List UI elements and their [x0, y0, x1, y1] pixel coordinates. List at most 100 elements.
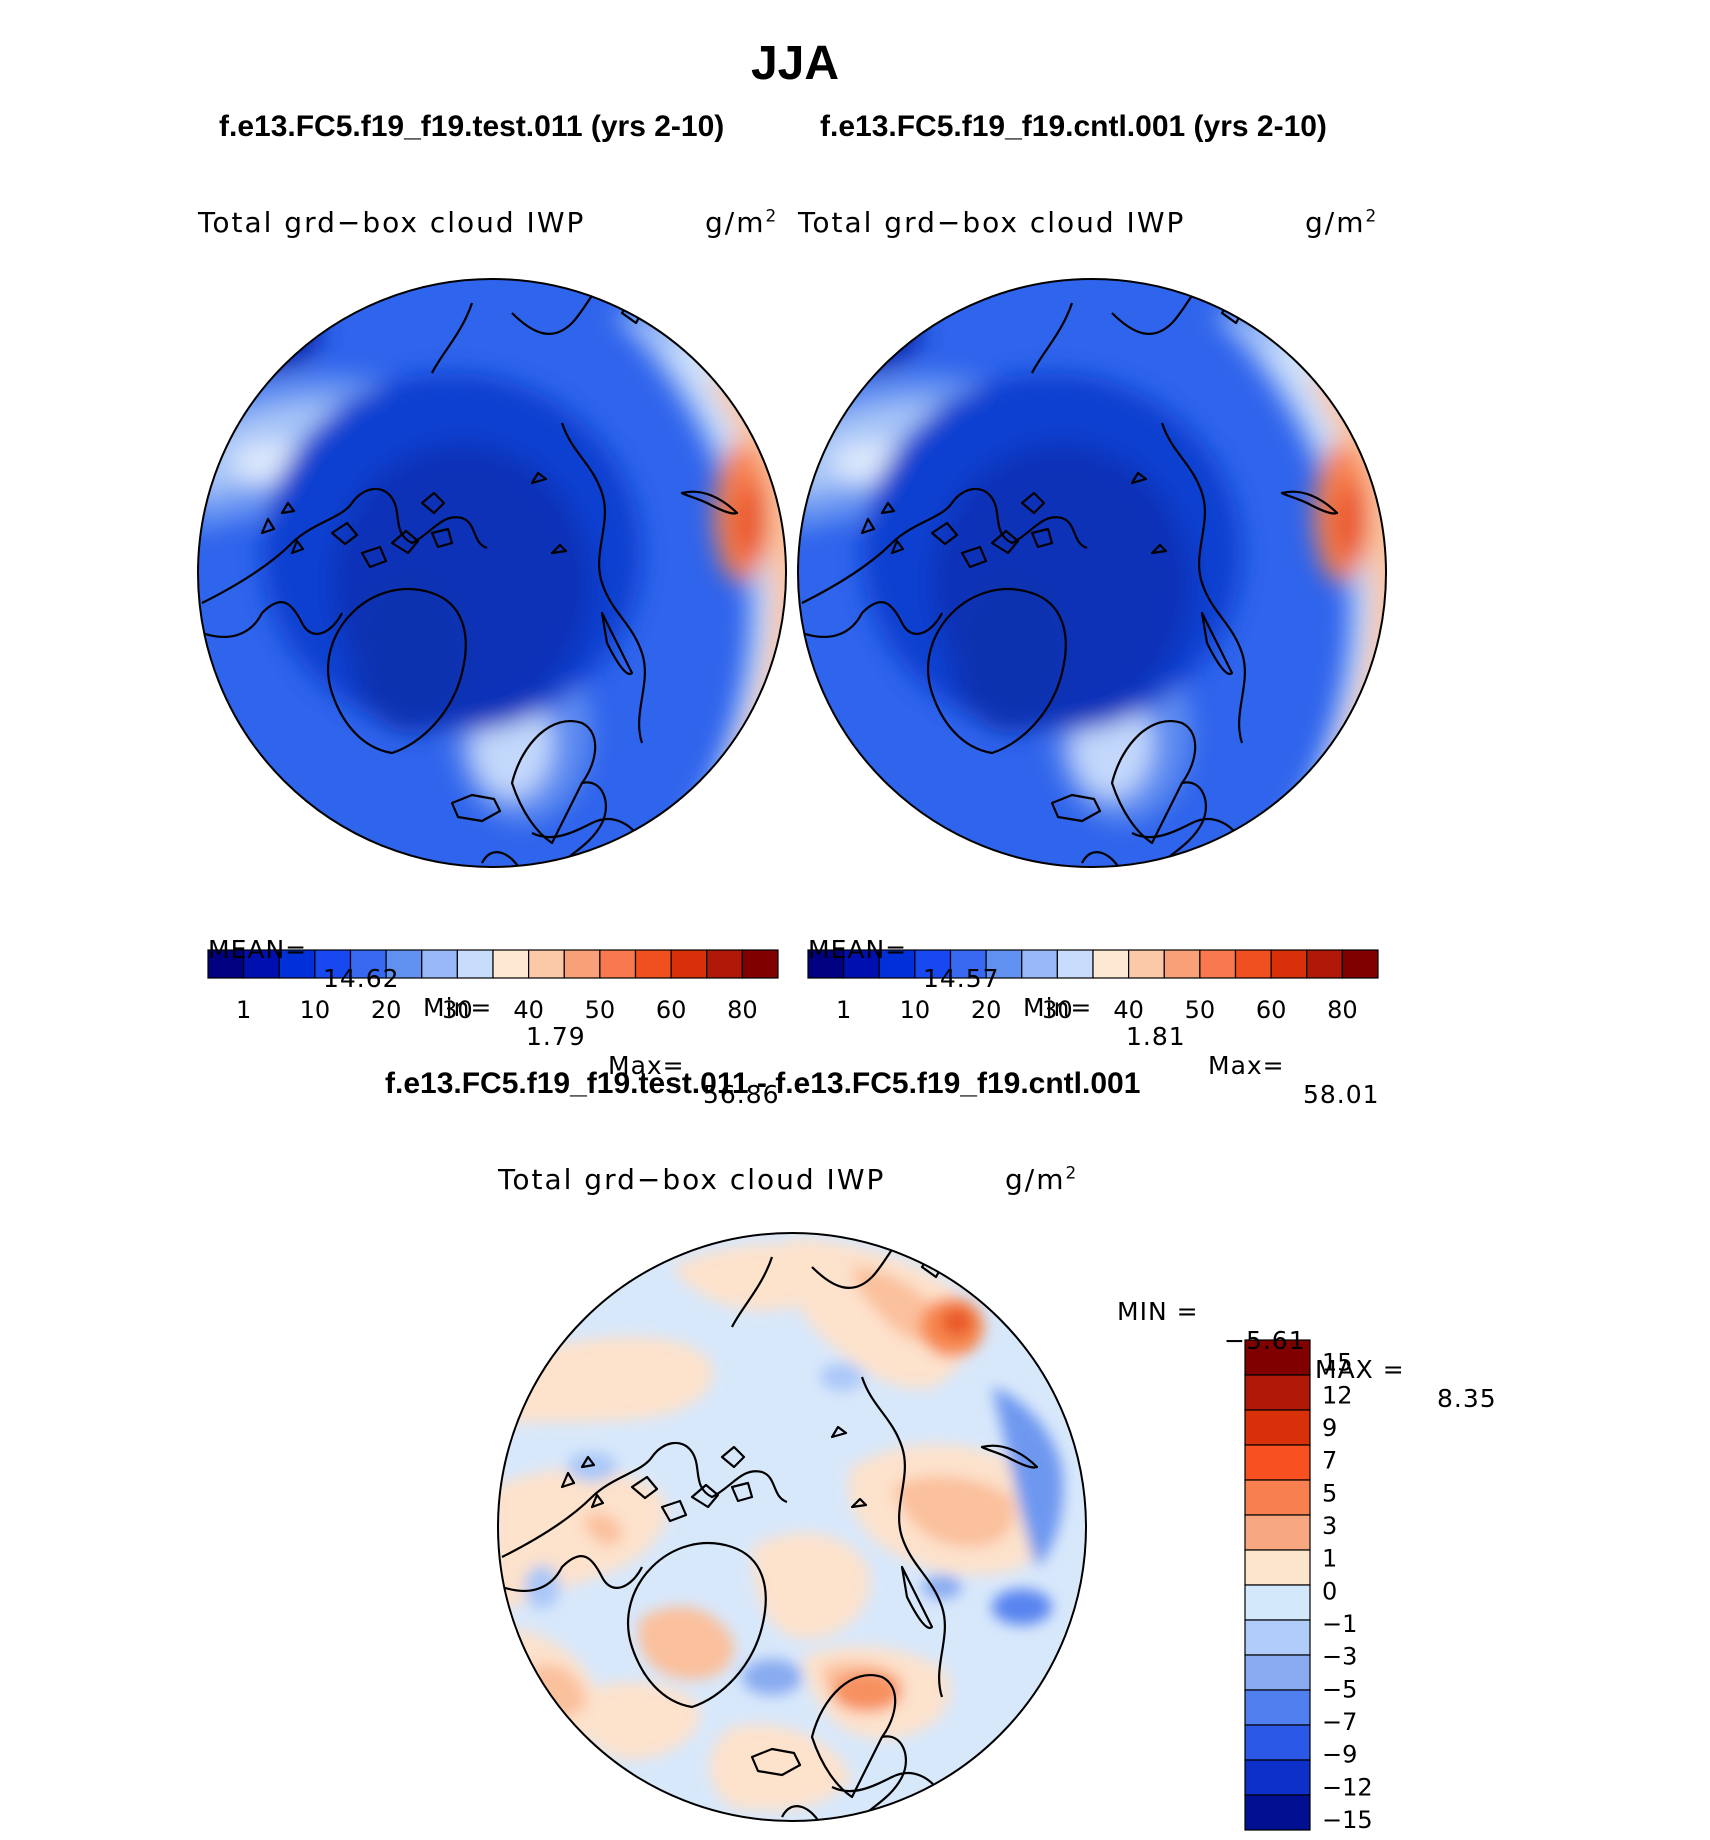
control-colorbar-swatch	[1341, 949, 1379, 979]
panel2-mean-value: 14.57	[923, 964, 1000, 993]
difference-colorbar-swatch	[1244, 1514, 1311, 1551]
difference-colorbar-label: −5	[1322, 1675, 1357, 1703]
control-colorbar-label: 20	[971, 996, 1002, 1024]
difference-colorbar-label: 3	[1322, 1512, 1337, 1540]
test-colorbar-label: 80	[727, 996, 758, 1024]
difference-colorbar-label: −9	[1322, 1741, 1357, 1769]
difference-colorbar-label: 5	[1322, 1479, 1337, 1507]
control-colorbar-swatch	[1306, 949, 1343, 979]
test-colorbar-swatch	[563, 949, 601, 979]
panel2-max-value: 58.01	[1303, 1080, 1380, 1109]
test-colorbar-label: 20	[371, 996, 402, 1024]
panel1-max-label: Max=	[608, 1051, 685, 1080]
test-colorbar-swatch	[528, 949, 565, 979]
control-colorbar-label: 60	[1256, 996, 1287, 1024]
test-map	[197, 278, 787, 868]
panel1-stats: MEAN= 14.62 Min= 1.79 Max= 56.86	[208, 906, 782, 1109]
test-colorbar-label: 40	[513, 996, 544, 1024]
difference-colorbar-swatch	[1244, 1549, 1311, 1586]
test-colorbar-label: 1	[236, 996, 251, 1024]
difference-colorbar-label: −12	[1322, 1773, 1373, 1801]
test-colorbar-label: 30	[442, 996, 473, 1024]
control-map	[797, 278, 1387, 868]
test-colorbar: 1 10 20 30 40 50 60 80	[207, 949, 779, 1024]
difference-map	[497, 1232, 1087, 1822]
control-colorbar-swatch	[843, 949, 880, 979]
difference-colorbar-swatch	[1244, 1724, 1311, 1761]
control-colorbar-swatch	[914, 949, 952, 979]
difference-colorbar-swatch	[1244, 1584, 1311, 1621]
panel2-stats: MEAN= 14.57 Min= 1.81 Max= 58.01	[808, 906, 1382, 1109]
control-colorbar-label: 30	[1042, 996, 1073, 1024]
control-colorbar-swatch	[1234, 949, 1272, 979]
difference-colorbar-swatch	[1244, 1759, 1311, 1796]
control-colorbar: 1 10 20 30 40 50 60 80	[807, 949, 1379, 1024]
control-colorbar-swatch	[1199, 949, 1237, 979]
panel1-units: g/m2	[705, 205, 779, 239]
test-colorbar-swatch	[599, 949, 637, 979]
control-colorbar-swatch	[1056, 949, 1094, 979]
difference-colorbar-label: 7	[1322, 1447, 1337, 1475]
control-colorbar-label: 50	[1185, 996, 1216, 1024]
diff-max-value: 8.35	[1437, 1384, 1497, 1413]
control-colorbar-swatch	[1021, 949, 1058, 979]
difference-title: f.e13.FC5.f19_f19.test.011 - f.e13.FC5.f…	[385, 1067, 1141, 1100]
control-colorbar-swatch	[878, 949, 916, 979]
panel2-min-value: 1.81	[1126, 1022, 1186, 1051]
difference-colorbar-label: −1	[1322, 1610, 1357, 1638]
test-colorbar-swatch	[634, 949, 672, 979]
panel2-units: g/m2	[1305, 205, 1379, 239]
panel1-variable-label: Total grd−box cloud IWP	[198, 206, 586, 239]
control-case-title: f.e13.FC5.f19_f19.cntl.001 (yrs 2-10)	[820, 110, 1327, 143]
difference-colorbar-swatch	[1244, 1794, 1311, 1831]
difference-colorbar-label: −7	[1322, 1708, 1357, 1736]
control-colorbar-label: 40	[1113, 996, 1144, 1024]
difference-colorbar-label: 0	[1322, 1577, 1337, 1605]
difference-colorbar-swatch	[1244, 1374, 1311, 1411]
figure-title: JJA	[750, 37, 840, 90]
diff-stats: MIN = −5.61 MAX = 8.35	[1117, 1268, 1517, 1413]
test-colorbar-swatch	[492, 949, 530, 979]
difference-colorbar-label: 15	[1322, 1349, 1353, 1377]
difference-colorbar: 15 12 9 7 5 3 1 0 −1 −3 −5 −7 −9 −12 −15	[1244, 1339, 1373, 1834]
diff-min-value: −5.61	[1224, 1326, 1306, 1355]
test-colorbar-swatch	[314, 949, 352, 979]
test-colorbar-label: 10	[300, 996, 331, 1024]
test-colorbar-swatch	[421, 949, 458, 979]
control-colorbar-swatch	[807, 949, 845, 979]
diff-units: g/m2	[1005, 1162, 1079, 1196]
control-colorbar-label: 80	[1327, 996, 1358, 1024]
control-colorbar-label: 10	[900, 996, 931, 1024]
panel1-max-value: 56.86	[703, 1080, 780, 1109]
diff-max-label: MAX =	[1315, 1355, 1405, 1384]
test-colorbar-swatch	[243, 949, 280, 979]
diff-variable-label: Total grd−box cloud IWP	[498, 1163, 886, 1196]
panel1-mean-label: MEAN=	[208, 935, 308, 964]
difference-colorbar-swatch	[1244, 1444, 1311, 1481]
difference-colorbar-label: −3	[1322, 1643, 1357, 1671]
difference-colorbar-swatch	[1244, 1654, 1311, 1691]
control-colorbar-label: 1	[836, 996, 851, 1024]
difference-colorbar-swatch	[1244, 1409, 1311, 1446]
panel1-min-value: 1.79	[526, 1022, 586, 1051]
control-colorbar-swatch	[1128, 949, 1165, 979]
panel2-variable-label: Total grd−box cloud IWP	[798, 206, 1186, 239]
test-case-title: f.e13.FC5.f19_f19.test.011 (yrs 2-10)	[219, 110, 725, 143]
test-colorbar-label: 60	[656, 996, 687, 1024]
test-colorbar-swatch	[741, 949, 779, 979]
panel1-min-label: Min=	[423, 993, 493, 1022]
difference-colorbar-swatch	[1244, 1479, 1311, 1516]
control-colorbar-swatch	[1163, 949, 1201, 979]
difference-colorbar-label: 9	[1322, 1414, 1337, 1442]
test-colorbar-swatch	[670, 949, 708, 979]
test-colorbar-swatch	[456, 949, 494, 979]
test-colorbar-swatch	[349, 949, 387, 979]
diff-min-label: MIN =	[1117, 1297, 1199, 1326]
difference-colorbar-label: −15	[1322, 1806, 1373, 1834]
panel2-min-label: Min=	[1023, 993, 1093, 1022]
difference-colorbar-swatch	[1244, 1689, 1311, 1726]
difference-colorbar-label: 12	[1322, 1381, 1353, 1409]
difference-colorbar-swatch	[1244, 1339, 1311, 1376]
difference-colorbar-swatch	[1244, 1619, 1311, 1656]
